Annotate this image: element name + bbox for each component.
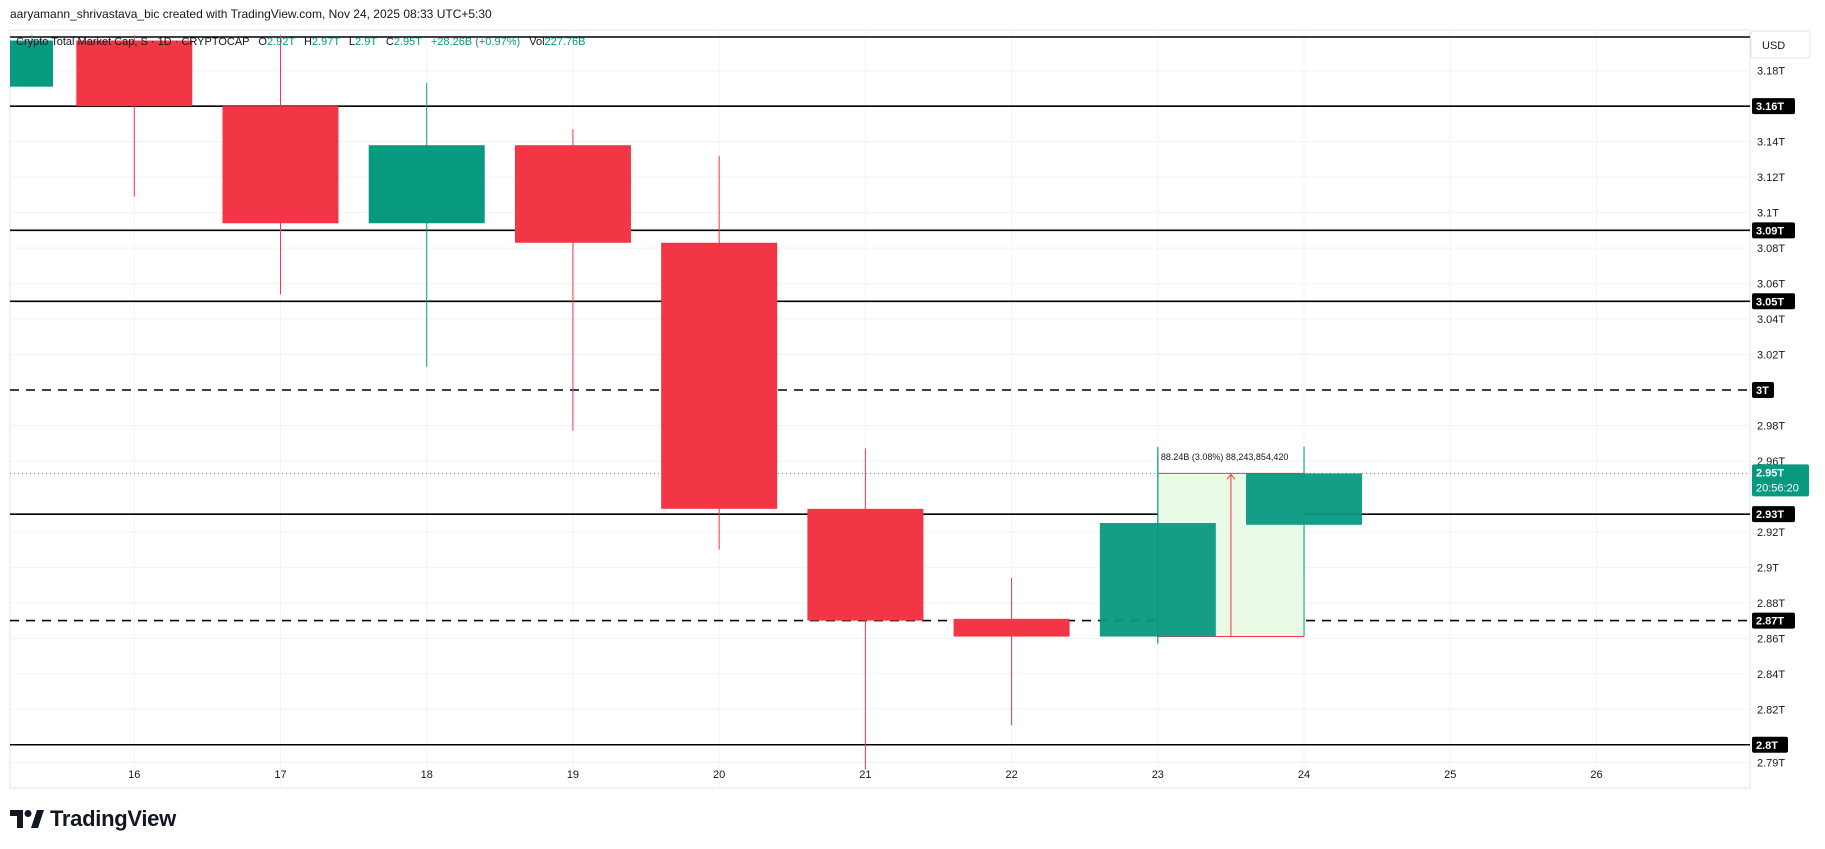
candle-body xyxy=(76,40,193,107)
legend-close-value: 2.95T xyxy=(394,36,422,48)
tradingview-logo[interactable]: TradingView xyxy=(10,806,176,832)
x-tick-label: 20 xyxy=(713,769,725,781)
tradingview-logo-icon xyxy=(10,810,44,828)
candle[interactable] xyxy=(76,35,193,197)
y-tick-label: 3.02T xyxy=(1757,350,1785,362)
x-tick-label: 17 xyxy=(274,769,286,781)
y-tick-label: 3.18T xyxy=(1757,66,1785,78)
legend-high-value: 2.97T xyxy=(312,36,340,48)
candle-body xyxy=(807,508,924,621)
y-tick-label: 2.9T xyxy=(1757,562,1779,574)
candles xyxy=(10,35,1363,770)
svg-text:Crypto Total Market Cap, S · 1: Crypto Total Market Cap, S · 1D · CRYPTO… xyxy=(16,36,586,48)
candle[interactable] xyxy=(368,83,485,367)
y-tick-label: 2.98T xyxy=(1757,420,1785,432)
level-price-badge xyxy=(1752,222,1795,239)
level-price-badge xyxy=(1752,736,1788,753)
measure-arrow-head xyxy=(1226,473,1236,480)
candle-body xyxy=(514,145,631,243)
level-price-text: 2.87T xyxy=(1756,616,1784,628)
candle-body xyxy=(368,145,485,224)
level-price-text: 3T xyxy=(1756,385,1769,397)
x-tick-label: 18 xyxy=(421,769,433,781)
legend: Crypto Total Market Cap, S · 1D · CRYPTO… xyxy=(16,36,586,48)
y-tick-label: 2.82T xyxy=(1757,704,1785,716)
level-price-badge xyxy=(1752,293,1795,310)
y-tick-label: 3.12T xyxy=(1757,172,1785,184)
y-tick-label: 3.08T xyxy=(1757,243,1785,255)
level-price-text: 3.05T xyxy=(1756,296,1784,308)
legend-change: +28.26B (+0.97%) xyxy=(431,36,520,48)
currency-label[interactable]: USD xyxy=(1750,30,1811,59)
level-price-badge xyxy=(1752,506,1795,523)
y-tick-label: 3.14T xyxy=(1757,137,1785,149)
legend-low-label: L xyxy=(349,36,355,48)
candle[interactable] xyxy=(222,35,339,295)
x-tick-label: 25 xyxy=(1444,769,1456,781)
y-tick-label: 2.84T xyxy=(1757,669,1785,681)
y-tick-label: 2.86T xyxy=(1757,633,1785,645)
x-tick-label: 19 xyxy=(567,769,579,781)
legend-volume-value: 227.76B xyxy=(545,36,586,48)
x-tick-label: 24 xyxy=(1298,769,1310,781)
candle[interactable] xyxy=(807,448,924,770)
currency-text: USD xyxy=(1762,40,1785,52)
x-tick-label: 22 xyxy=(1005,769,1017,781)
y-tick-label: 2.92T xyxy=(1757,527,1785,539)
candle-body xyxy=(1246,473,1363,525)
candle-body xyxy=(222,106,339,224)
y-tick-label: 3.06T xyxy=(1757,279,1785,291)
level-price-text: 2.93T xyxy=(1756,509,1784,521)
last-price-badge xyxy=(1752,464,1809,497)
candle[interactable] xyxy=(661,155,778,550)
legend-symbol: Crypto Total Market Cap, S · 1D · CRYPTO… xyxy=(16,36,249,48)
candle-body xyxy=(953,618,1070,637)
legend-open-label: O xyxy=(258,36,267,48)
candle-body xyxy=(10,40,53,87)
x-tick-label: 23 xyxy=(1152,769,1164,781)
level-price-text: 3.09T xyxy=(1756,225,1784,237)
x-tick-label: 26 xyxy=(1590,769,1602,781)
price-scale-labels: 3.16T 3.09T 3.05T 3T 2.93T 2.87T 2.8T 2.95T 20:5… xyxy=(1752,98,1809,753)
y-tick-label: 3.04T xyxy=(1757,314,1785,326)
candle[interactable] xyxy=(1099,448,1216,644)
candle-body xyxy=(661,242,778,509)
legend-low-value: 2.9T xyxy=(355,36,377,48)
y-tick-label: 2.79T xyxy=(1757,758,1785,770)
level-price-badge xyxy=(1752,381,1774,398)
candle[interactable] xyxy=(1246,446,1363,577)
candle[interactable] xyxy=(514,129,631,431)
last-price-text: 2.95T xyxy=(1756,467,1784,479)
plot-frame xyxy=(9,29,1751,789)
y-tick-label: 2.88T xyxy=(1757,598,1785,610)
level-price-badge xyxy=(1752,612,1795,629)
level-price-badge xyxy=(1752,98,1795,115)
candlestick-chart[interactable]: 88.24B (3.08%) 88,243,854,420 16 17 18 19 20… xyxy=(0,0,1825,800)
measure-label: 88.24B (3.08%) 88,243,854,420 xyxy=(1161,452,1289,462)
candle[interactable] xyxy=(953,578,1070,726)
countdown-text: 20:56:20 xyxy=(1756,482,1799,494)
x-tick-label: 21 xyxy=(859,769,871,781)
axes: 16 17 18 19 20 21 22 23 24 25 26 3.18T 3.14T 3.12T 3.1… xyxy=(128,66,1785,781)
legend-open-value: 2.92T xyxy=(267,36,295,48)
level-price-text: 3.16T xyxy=(1756,101,1784,113)
candle[interactable] xyxy=(10,35,53,87)
tradingview-wordmark: TradingView xyxy=(50,806,176,831)
x-tick-label: 16 xyxy=(128,769,140,781)
y-tick-label: 3.1T xyxy=(1757,208,1779,220)
legend-volume-label: Vol xyxy=(529,36,544,48)
level-price-text: 2.8T xyxy=(1756,740,1778,752)
candle-body xyxy=(1099,523,1216,637)
legend-high-label: H xyxy=(304,36,312,48)
legend-close-label: C xyxy=(386,36,394,48)
chart-credit: aaryamann_shrivastava_bic created with T… xyxy=(10,7,492,21)
